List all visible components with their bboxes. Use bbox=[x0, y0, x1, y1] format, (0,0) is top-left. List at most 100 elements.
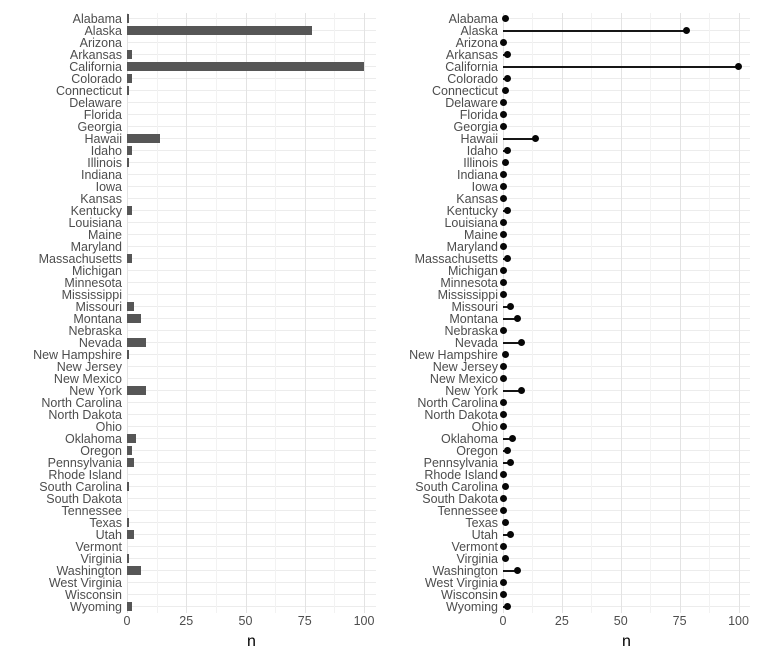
grid-line-horizontal bbox=[127, 342, 376, 343]
lollipop-dot bbox=[499, 579, 507, 586]
x-axis-title: n bbox=[247, 633, 256, 650]
grid-line-horizontal bbox=[503, 90, 750, 91]
bar bbox=[127, 302, 135, 311]
y-axis-label: Oklahoma bbox=[65, 431, 122, 446]
y-axis-label: Kentucky bbox=[446, 203, 498, 218]
y-axis-label: Rhode Island bbox=[48, 467, 122, 482]
bar bbox=[127, 86, 130, 95]
lollipop-dot bbox=[504, 207, 512, 214]
y-axis-label: Minnesota bbox=[440, 275, 498, 290]
lollipop-dot bbox=[499, 123, 507, 130]
grid-line-horizontal bbox=[127, 162, 376, 163]
grid-line-horizontal bbox=[127, 354, 376, 355]
grid-line-horizontal bbox=[127, 522, 376, 523]
lollipop-dot bbox=[499, 375, 507, 382]
lollipop-dot bbox=[504, 51, 512, 58]
y-axis-label: Missouri bbox=[451, 299, 498, 314]
lollipop-dot bbox=[501, 159, 509, 166]
grid-line-minor bbox=[215, 12, 217, 613]
grid-line-horizontal bbox=[127, 186, 376, 187]
lollipop-dot bbox=[501, 555, 509, 562]
y-axis-label: Virginia bbox=[80, 551, 122, 566]
grid-line-horizontal bbox=[127, 378, 376, 379]
grid-line-horizontal bbox=[127, 18, 376, 19]
grid-line-horizontal bbox=[127, 234, 376, 235]
y-axis-label: Florida bbox=[83, 107, 122, 122]
grid-line-horizontal bbox=[503, 126, 750, 127]
grid-line-major bbox=[503, 12, 504, 613]
grid-line-horizontal bbox=[127, 90, 376, 91]
lollipop-stem bbox=[503, 29, 687, 32]
y-axis-label: Kentucky bbox=[70, 203, 122, 218]
grid-line-horizontal bbox=[503, 198, 750, 199]
bar bbox=[127, 518, 130, 527]
grid-line-horizontal bbox=[503, 378, 750, 379]
lollipop-stem bbox=[503, 137, 536, 140]
y-axis-label: Alaska bbox=[84, 23, 122, 38]
lollipop-dot bbox=[499, 399, 507, 406]
x-axis-tick-label: 0 bbox=[123, 614, 131, 628]
y-axis-label: Montana bbox=[449, 311, 498, 326]
bar bbox=[127, 158, 130, 167]
grid-line-horizontal bbox=[503, 42, 750, 43]
y-axis-label: Mississippi bbox=[61, 287, 122, 302]
y-axis-label: South Dakota bbox=[422, 491, 498, 506]
y-axis-label: New York bbox=[445, 383, 498, 398]
y-axis-label: Utah bbox=[95, 527, 122, 542]
y-axis-label: Idaho bbox=[90, 143, 122, 158]
y-axis-label: North Dakota bbox=[424, 407, 498, 422]
grid-line-horizontal bbox=[127, 594, 376, 595]
y-axis-label: Maryland bbox=[70, 239, 122, 254]
bar bbox=[127, 350, 130, 359]
y-axis-label: Connecticut bbox=[431, 83, 498, 98]
lollipop-dot bbox=[518, 339, 526, 346]
y-axis-label: Tennessee bbox=[437, 503, 498, 518]
grid-line-horizontal bbox=[503, 606, 750, 607]
lollipop-dot bbox=[499, 231, 507, 238]
grid-line-horizontal bbox=[503, 450, 750, 451]
grid-line-horizontal bbox=[503, 102, 750, 103]
y-axis-label: New Hampshire bbox=[409, 347, 498, 362]
grid-line-horizontal bbox=[127, 246, 376, 247]
y-axis-label: Washington bbox=[56, 563, 122, 578]
y-axis-label: New Jersey bbox=[432, 359, 498, 374]
bar bbox=[127, 530, 135, 539]
grid-line-horizontal bbox=[503, 330, 750, 331]
y-axis-label: Massachusetts bbox=[414, 251, 498, 266]
lollipop-dot bbox=[501, 15, 509, 22]
grid-line-minor bbox=[156, 12, 158, 613]
y-axis-label: Iowa bbox=[471, 179, 498, 194]
y-axis-label: Colorado bbox=[71, 71, 122, 86]
grid-line-horizontal bbox=[503, 78, 750, 79]
y-axis-label: Texas bbox=[89, 515, 122, 530]
y-axis-label: Missouri bbox=[75, 299, 122, 314]
lollipop-stem bbox=[503, 305, 511, 308]
grid-line-horizontal bbox=[127, 558, 376, 559]
grid-line-horizontal bbox=[127, 426, 376, 427]
grid-line-horizontal bbox=[503, 570, 750, 571]
y-axis-label: Alabama bbox=[72, 11, 122, 26]
lollipop-dot bbox=[501, 87, 509, 94]
bar bbox=[127, 338, 146, 347]
lollipop-dot bbox=[506, 303, 514, 310]
y-axis-label: Montana bbox=[73, 311, 122, 326]
y-axis-label: Mississippi bbox=[437, 287, 498, 302]
grid-line-minor bbox=[591, 12, 593, 613]
grid-line-horizontal bbox=[127, 474, 376, 475]
lollipop-dot bbox=[501, 351, 509, 358]
lollipop-stem bbox=[503, 317, 518, 320]
grid-line-horizontal bbox=[127, 510, 376, 511]
grid-line-horizontal bbox=[127, 222, 376, 223]
lollipop-dot bbox=[499, 219, 507, 226]
y-axis-label: Minnesota bbox=[64, 275, 122, 290]
grid-line-horizontal bbox=[503, 222, 750, 223]
lollipop-dot bbox=[499, 171, 507, 178]
grid-line-horizontal bbox=[503, 486, 750, 487]
grid-line-horizontal bbox=[503, 306, 750, 307]
lollipop-dot bbox=[506, 531, 514, 538]
y-axis-label: South Carolina bbox=[39, 479, 122, 494]
x-axis-tick-label: 50 bbox=[613, 614, 628, 628]
grid-line-horizontal bbox=[127, 294, 376, 295]
y-axis-label: Maryland bbox=[446, 239, 498, 254]
